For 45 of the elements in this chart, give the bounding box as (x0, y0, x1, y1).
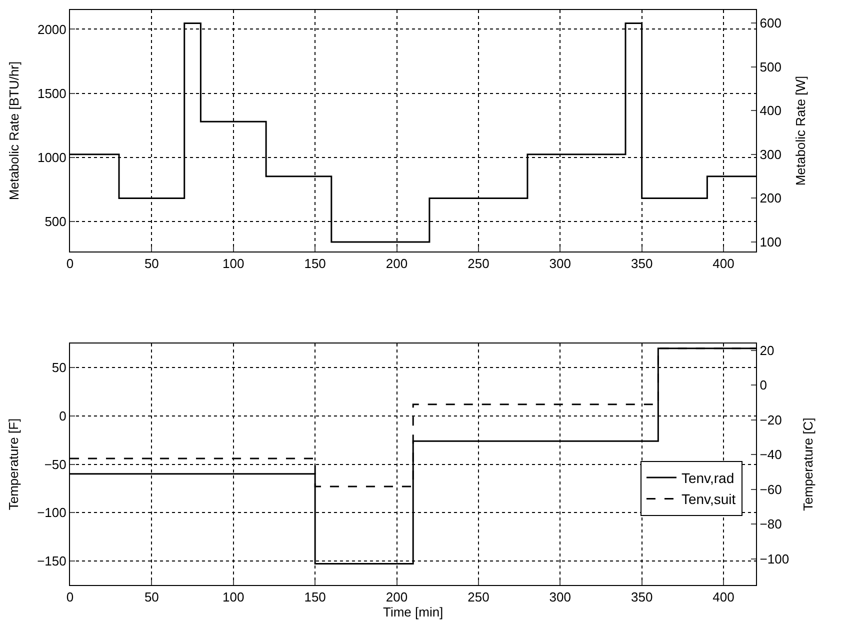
y-tick-label: 2000 (37, 22, 66, 37)
y2-tick-label: 400 (760, 103, 782, 118)
x-tick-label: 350 (630, 256, 653, 272)
y-axis-title: Temperature [F] (6, 418, 22, 510)
y2-tick-label: 600 (760, 16, 782, 31)
x-tick-label: 50 (144, 256, 159, 272)
y2-tick-label: 200 (760, 190, 782, 206)
x-tick-label: 350 (630, 590, 653, 605)
y2-tick-label: −20 (760, 412, 782, 428)
x-tick-label: 150 (304, 590, 326, 605)
y2-tick-label: −80 (760, 516, 782, 532)
y2-tick-label: −40 (760, 447, 782, 462)
y2-tick-label: 300 (760, 146, 782, 162)
y2-tick-label: −60 (760, 482, 782, 497)
legend-label: Tenv,suit (681, 491, 736, 508)
y2-tick-label: 0 (760, 378, 768, 393)
x-tick-label: 300 (549, 256, 571, 272)
x-tick-label: 100 (222, 256, 244, 272)
y2-tick-label: 500 (760, 59, 782, 74)
x-tick-label: 150 (304, 256, 326, 272)
x-tick-label: 200 (386, 590, 408, 605)
y-axis-title: Metabolic Rate [BTU/hr] (6, 61, 22, 200)
y2-tick-label: −100 (760, 551, 790, 566)
y-tick-label: 1000 (37, 150, 66, 166)
y-tick-label: −100 (37, 505, 66, 520)
legend-label: Tenv,rad (681, 470, 734, 486)
x-tick-label: 300 (549, 590, 571, 605)
x-tick-label: 50 (144, 590, 159, 605)
x-tick-label: 250 (468, 590, 490, 605)
y2-axis-title: Temperature [C] (800, 418, 816, 511)
x-tick-label: 100 (222, 590, 244, 605)
x-tick-label: 250 (468, 256, 490, 272)
x-axis-title: Time [min] (383, 604, 444, 620)
y-tick-label: 500 (44, 214, 66, 230)
y-tick-label: −150 (37, 553, 66, 568)
y-tick-label: 50 (52, 360, 66, 376)
y2-tick-label: 100 (760, 234, 782, 250)
y-tick-label: 0 (59, 408, 66, 424)
x-tick-label: 200 (386, 256, 408, 272)
y2-tick-label: 20 (760, 342, 774, 358)
x-tick-label: 400 (712, 256, 734, 272)
x-tick-label: 400 (712, 590, 734, 605)
y-tick-label: 1500 (37, 86, 66, 101)
y-tick-label: −50 (44, 456, 66, 472)
y2-axis-title: Metabolic Rate [W] (793, 76, 808, 186)
